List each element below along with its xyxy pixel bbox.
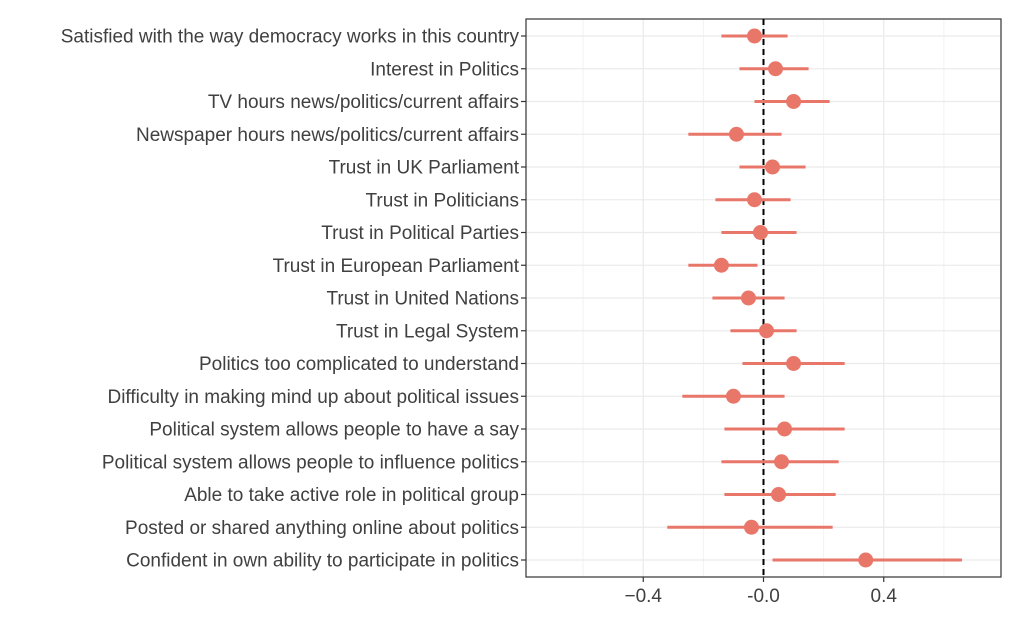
x-axis-ticks: −0.4 -0.0 0.4	[624, 577, 897, 607]
y-axis-category-label: Newspaper hours news/politics/current af…	[136, 125, 519, 146]
point-estimate	[858, 552, 874, 568]
point-estimate	[777, 421, 793, 437]
point-estimate	[774, 454, 790, 470]
y-axis-category-label: Difficulty in making mind up about polit…	[107, 387, 519, 408]
point-estimate	[743, 519, 759, 535]
y-axis-category-label: Trust in European Parliament	[273, 256, 520, 277]
y-axis-category-label: Political system allows people to have a…	[149, 420, 519, 441]
point-estimate	[786, 94, 802, 109]
y-axis-category-label: TV hours news/politics/current affairs	[208, 92, 519, 113]
y-axis-category-label: Interest in Politics	[370, 59, 519, 80]
point-estimate	[765, 159, 781, 175]
point-estimate	[759, 323, 775, 339]
x-tick-label: -0.0	[747, 586, 780, 607]
point-estimate	[752, 225, 768, 240]
x-tick-label: −0.4	[624, 586, 662, 607]
point-estimates	[713, 28, 874, 568]
y-axis-category-label: Trust in United Nations	[326, 289, 519, 310]
y-axis-category-label: Posted or shared anything online about p…	[125, 518, 519, 539]
point-estimate	[713, 257, 729, 273]
point-estimate	[771, 487, 787, 502]
point-estimate	[746, 192, 762, 208]
point-estimate	[725, 388, 741, 404]
y-axis-ticks	[521, 35, 526, 561]
y-axis-category-label: Trust in Political Parties	[321, 223, 519, 244]
y-axis-category-label: Trust in Legal System	[336, 321, 519, 342]
y-axis-category-label: Political system allows people to influe…	[102, 452, 519, 473]
y-axis-category-label: Trust in Politicians	[366, 190, 519, 211]
point-estimate	[728, 126, 744, 142]
point-estimate	[746, 28, 762, 44]
y-axis-category-label: Able to take active role in political gr…	[184, 485, 519, 506]
x-tick-label: 0.4	[871, 586, 898, 607]
point-estimate	[786, 356, 802, 371]
y-axis-category-label: Confident in own ability to participate …	[126, 551, 519, 572]
point-estimate	[768, 61, 784, 77]
point-estimate	[740, 290, 756, 306]
y-axis-category-label: Satisfied with the way democracy works i…	[61, 27, 520, 48]
y-axis-category-label: Politics too complicated to understand	[199, 354, 519, 375]
y-axis-category-label: Trust in UK Parliament	[329, 158, 520, 179]
y-axis-labels: Satisfied with the way democracy works i…	[61, 27, 520, 572]
